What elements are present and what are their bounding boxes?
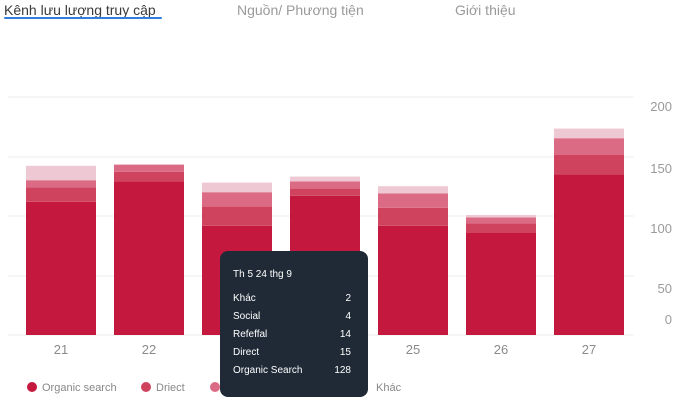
legend-item-organic-search[interactable]: Organic search	[27, 382, 117, 394]
tooltip-row-label: Direct	[233, 347, 260, 358]
bar-segment[interactable]	[378, 186, 448, 194]
bar-segment[interactable]	[26, 165, 96, 181]
tooltip-row: Social 4	[233, 311, 351, 325]
bar-segment[interactable]	[554, 174, 624, 335]
tooltip-row-value: 4	[345, 311, 351, 322]
bar-segment[interactable]	[466, 215, 536, 218]
tooltip-title: Th 5 24 thg 9	[233, 269, 292, 280]
bar-segment[interactable]	[26, 201, 96, 335]
tooltip-row-value: 128	[334, 365, 351, 376]
active-tab-underline	[4, 17, 162, 19]
bar-segment[interactable]	[466, 233, 536, 335]
legend-item-other[interactable]: Khác	[376, 382, 401, 394]
bar-segment[interactable]	[202, 182, 272, 193]
x-tick-label: 22	[142, 342, 156, 357]
bar-segment[interactable]	[290, 188, 360, 196]
chart-tooltip: Th 5 24 thg 9 Khác 2 Social 4 Refeffal 1…	[220, 251, 368, 397]
legend-swatch	[210, 382, 220, 392]
tooltip-row: Direct 15	[233, 347, 351, 361]
y-tick-label: 200	[650, 99, 672, 114]
legend-swatch	[27, 382, 37, 392]
tooltip-row-value: 15	[339, 347, 351, 358]
bar-segment[interactable]	[554, 138, 624, 155]
legend-swatch	[141, 382, 151, 392]
tooltip-row-label: Organic Search	[233, 365, 303, 376]
x-tick-label: 27	[582, 342, 596, 357]
tooltip-row-label: Refeffal	[233, 329, 268, 340]
tooltip-row: Organic Search 128	[233, 365, 351, 379]
legend-label: Khác	[376, 382, 402, 394]
tooltip-row-value: 14	[339, 329, 351, 340]
legend-label: Organic search	[42, 382, 117, 394]
bar-segment[interactable]	[554, 155, 624, 175]
y-tick-label: 0	[665, 312, 672, 327]
chart-legend: Organic search Driect Khác	[0, 378, 678, 398]
tab-source-medium[interactable]: Nguồn/ Phương tiện	[237, 2, 364, 18]
legend-item-hidden[interactable]	[210, 382, 225, 394]
bar-segment[interactable]	[466, 223, 536, 233]
bar-segment[interactable]	[26, 180, 96, 188]
tab-traffic-channels[interactable]: Kênh lưu lượng truy cập	[4, 2, 156, 18]
bar-segment[interactable]	[114, 171, 184, 182]
tooltip-row: Khác 2	[233, 293, 351, 307]
bar-segment[interactable]	[290, 181, 360, 189]
y-tick-label: 50	[658, 281, 672, 296]
bar-segment[interactable]	[378, 207, 448, 226]
bar-segment[interactable]	[114, 181, 184, 335]
tooltip-row-label: Social	[233, 311, 261, 322]
bar-segment[interactable]	[378, 225, 448, 335]
bar-segment[interactable]	[554, 128, 624, 139]
x-tick-label: 21	[54, 342, 68, 357]
x-tick-label: 26	[494, 342, 508, 357]
tooltip-row-value: 2	[345, 293, 351, 304]
legend-item-direct[interactable]: Driect	[141, 382, 185, 394]
bar-segment[interactable]	[202, 192, 272, 207]
tooltip-row-label: Khác	[233, 293, 256, 304]
bar-segment[interactable]	[202, 206, 272, 226]
bar-segment[interactable]	[466, 217, 536, 224]
y-tick-label: 150	[650, 161, 672, 176]
bar-segment[interactable]	[114, 164, 184, 172]
legend-label: Driect	[156, 382, 185, 394]
tab-referrals[interactable]: Giới thiệu	[455, 2, 516, 18]
y-axis-labels: 200 150 100 50 0	[650, 99, 672, 327]
bar-segment[interactable]	[378, 193, 448, 208]
tab-bar: Kênh lưu lượng truy cập Nguồn/ Phương ti…	[0, 0, 678, 28]
bar-segment[interactable]	[290, 176, 360, 182]
bar-segment[interactable]	[26, 187, 96, 202]
tooltip-row: Refeffal 14	[233, 329, 351, 343]
x-tick-label: 25	[406, 342, 420, 357]
y-tick-label: 100	[650, 221, 672, 236]
